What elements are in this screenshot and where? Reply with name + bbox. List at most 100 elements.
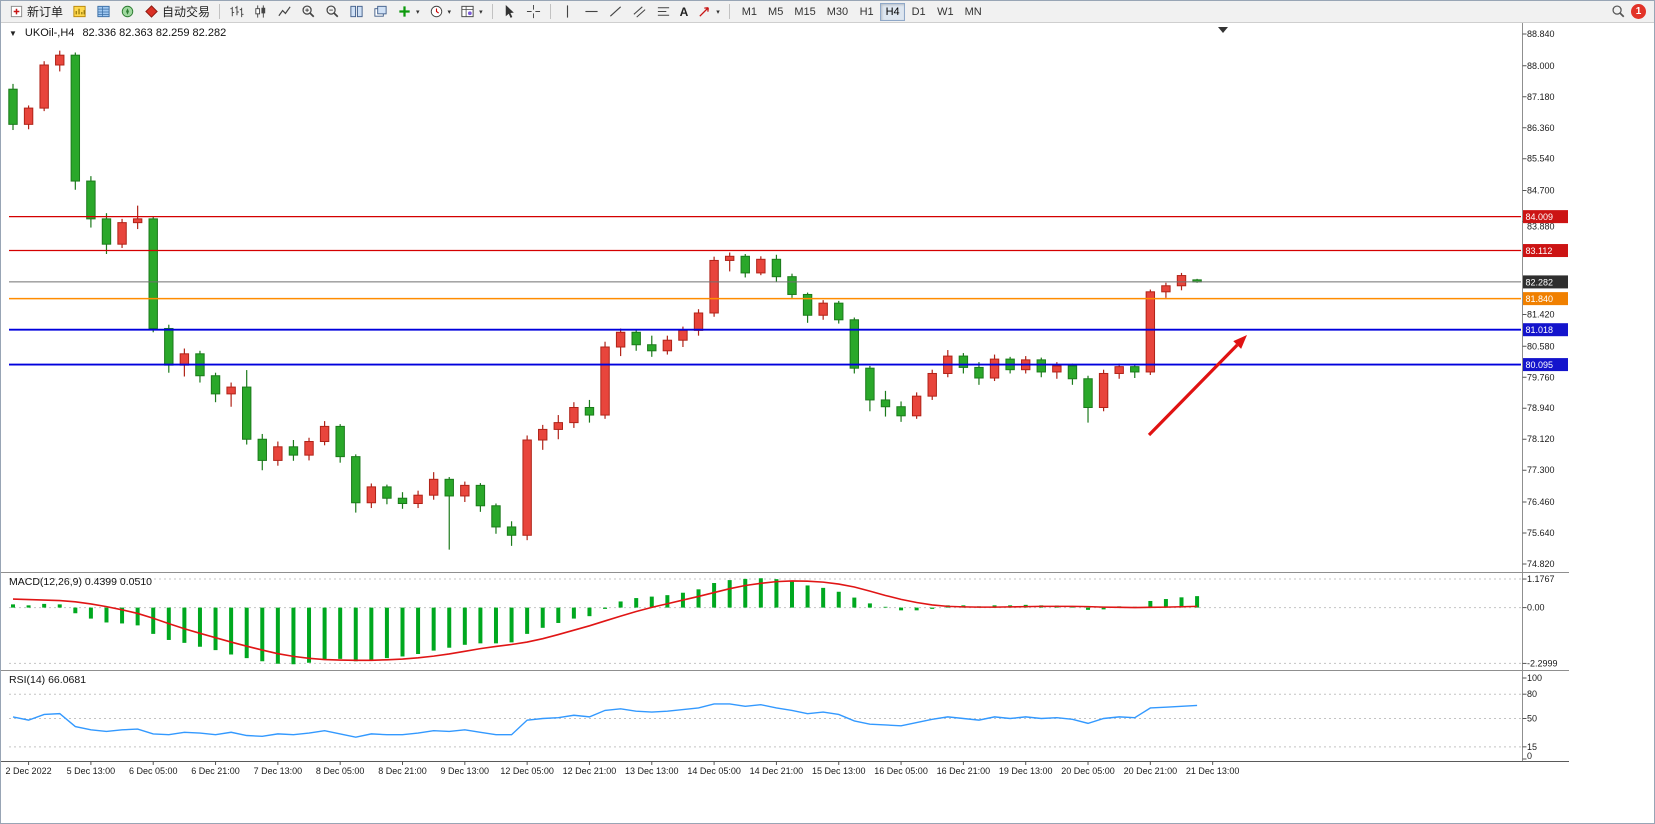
notification-badge[interactable]: 1 [1631,4,1646,19]
macd-scale-label: -2.2999 [1527,658,1558,668]
cascade-windows-button[interactable] [369,2,392,22]
arrows-tool-button[interactable]: ▾ [693,2,724,22]
dropdown-caret-icon: ▾ [447,8,452,16]
price-tag [1523,292,1568,306]
time-axis-label: 8 Dec 21:00 [378,766,427,776]
tab-timeframe-w1[interactable]: W1 [932,3,959,21]
tab-timeframe-m5[interactable]: M5 [763,3,788,21]
trend-arrow[interactable] [1147,335,1247,437]
autotrading-button[interactable]: 自动交易 [140,2,214,22]
price-tick-label: 76.460 [1527,497,1555,507]
horizontal-lines[interactable] [9,216,1521,366]
tab-timeframe-d1[interactable]: D1 [906,3,931,21]
dropdown-caret-icon: ▾ [716,8,720,16]
toolbar-separator [728,4,730,19]
time-axis-label: 2 Dec 2022 [6,766,52,776]
price-tag [1523,275,1568,289]
trendline-tool-button[interactable] [604,2,627,22]
indicators-icon [399,6,410,17]
crosshair-icon [526,4,540,19]
market-watch-button[interactable] [68,2,91,22]
macd-indicator[interactable]: 1.1767 0.00 -2.2999 [9,574,1558,668]
time-axis-label: 13 Dec 13:00 [625,766,679,776]
line-chart-button[interactable] [273,2,296,22]
rsi-scale-label: 100 [1527,673,1542,683]
autotrading-label: 自动交易 [162,5,211,19]
market-watch-icon [73,5,86,18]
time-axis-label: 6 Dec 21:00 [191,766,240,776]
time-axis-label: 16 Dec 21:00 [937,766,991,776]
price-tick-label: 75.640 [1527,528,1555,538]
rsi-scale-label: 0 [1527,751,1532,761]
chart-shift-marker-icon[interactable] [1218,27,1228,33]
zoom-in-button[interactable] [297,2,320,22]
price-tick-label: 86.360 [1527,123,1555,133]
price-tick-label: 79.760 [1527,372,1555,382]
price-tag [1523,323,1568,337]
tab-timeframe-m30[interactable]: M30 [822,3,853,21]
text-tool-label: A [679,4,689,19]
dropdown-caret-icon: ▾ [416,8,420,16]
cursor-icon [505,4,514,18]
tab-timeframe-h4[interactable]: H4 [880,2,906,21]
time-axis-label: 9 Dec 13:00 [441,766,490,776]
vertical-line-icon [566,5,568,18]
price-tick-label: 77.300 [1527,465,1555,475]
chart-header: ▼ UKOil-,H4 82.336 82.363 82.259 82.282 [9,27,226,39]
vertical-line-tool-button[interactable] [556,2,579,22]
text-tool-button[interactable]: A [676,2,693,22]
indicators-button[interactable]: ▾ [393,2,424,22]
price-axis[interactable]: 88.840 88.000 87.180 86.360 85.540 84.700 83.8… [1522,29,1569,569]
new-order-button[interactable]: 新订单 [5,2,67,22]
time-axis-label: 5 Dec 13:00 [67,766,116,776]
zoom-out-icon [326,5,339,18]
new-order-icon [10,5,23,18]
tab-timeframe-m15[interactable]: M15 [789,3,820,21]
chart-canvas[interactable]: 88.840 88.000 87.180 86.360 85.540 84.700 83.8… [1,23,1655,824]
channel-tool-button[interactable] [628,2,651,22]
time-axis[interactable]: 2 Dec 2022 5 Dec 13:00 6 Dec 05:00 6 Dec 21… [6,761,1240,776]
data-window-button[interactable] [92,2,115,22]
toolbar: 新订单 自动交易 [1,1,1654,23]
chart-expand-icon[interactable]: ▼ [9,28,17,38]
rsi-indicator[interactable]: 100 80 50 150 [9,673,1542,761]
horizontal-line-tool-button[interactable] [580,2,603,22]
price-tag-label: 82.282 [1526,277,1554,287]
templates-button[interactable]: ▾ [456,2,487,22]
tab-timeframe-h1[interactable]: H1 [854,3,879,21]
candlestick-chart-button[interactable] [249,2,272,22]
data-window-icon [97,5,110,18]
price-tag-label: 83.112 [1526,246,1553,256]
tab-timeframe-mn[interactable]: MN [960,3,987,21]
price-tick-label: 74.820 [1527,559,1555,569]
line-chart-icon [278,6,291,17]
time-axis-label: 19 Dec 13:00 [999,766,1053,776]
price-tick-label: 80.580 [1527,341,1555,351]
navigator-button[interactable] [116,2,139,22]
time-axis-label: 15 Dec 13:00 [812,766,866,776]
price-tag [1523,244,1568,258]
bar-chart-button[interactable] [225,2,248,22]
autotrading-icon [145,5,158,18]
fibonacci-tool-button[interactable] [652,2,675,22]
timeframe-group: M1 M5 M15 M30 H1 H4 D1 W1 MN [737,2,987,21]
fibonacci-icon [657,7,669,16]
price-tag-label: 81.018 [1526,325,1554,335]
macd-scale-label: 0.00 [1527,603,1545,613]
time-axis-label: 20 Dec 05:00 [1061,766,1115,776]
price-tick-label: 84.700 [1527,186,1555,196]
time-axis-label: 6 Dec 05:00 [129,766,178,776]
cascade-windows-icon [374,5,387,17]
time-axis-label: 20 Dec 21:00 [1124,766,1178,776]
zoom-out-button[interactable] [321,2,344,22]
chart-ohlc-readout: 82.336 82.363 82.259 82.282 [82,27,227,39]
tab-timeframe-m1[interactable]: M1 [737,3,762,21]
time-axis-label: 12 Dec 21:00 [563,766,617,776]
price-tick-label: 83.880 [1527,222,1555,232]
search-button[interactable] [1607,2,1630,22]
tile-windows-button[interactable] [345,2,368,22]
periods-button[interactable]: ▾ [425,2,456,22]
cursor-button[interactable] [498,2,521,22]
crosshair-button[interactable] [522,2,545,22]
rsi-scale-label: 80 [1527,689,1537,699]
